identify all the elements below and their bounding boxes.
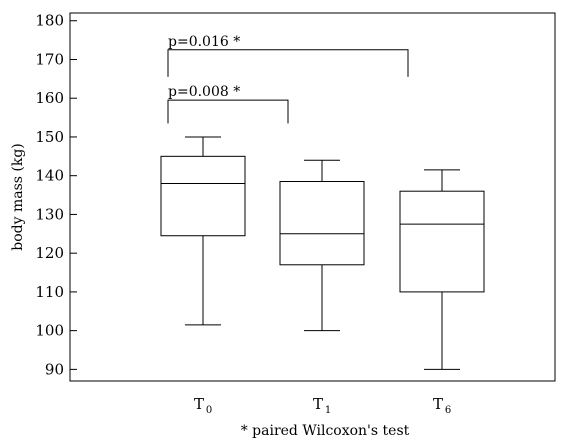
iqr-box-0	[160, 155, 246, 237]
y-axis: 90 100 110 120 130 140 150 160 170 180	[35, 12, 77, 378]
boxes	[160, 136, 485, 370]
footnote: * paired Wilcoxon's test	[241, 423, 410, 439]
y-tick-label-120: 120	[35, 244, 64, 262]
y-tick-label-160: 160	[35, 89, 64, 107]
y-tick-label-100: 100	[35, 322, 64, 340]
bracket-0: p=0.008 *	[167, 84, 289, 124]
category-sub-2: 6	[445, 405, 451, 416]
bracket-label-1: p=0.016 *	[168, 34, 240, 50]
box-1	[279, 159, 365, 332]
iqr-box-1	[279, 181, 365, 266]
y-axis-label: body mass (kg)	[10, 143, 26, 251]
y-tick-label-140: 140	[35, 167, 64, 185]
y-tick-label-110: 110	[35, 283, 64, 301]
bracket-1: p=0.016 *	[167, 34, 409, 77]
category-main-1: T	[313, 395, 323, 413]
plot-frame	[69, 12, 556, 382]
y-tick-label-170: 170	[35, 50, 64, 68]
significance-brackets: p=0.008 * p=0.016 *	[167, 34, 409, 124]
y-tick-label-150: 150	[35, 128, 64, 146]
box-0	[160, 136, 246, 326]
y-tick-label-180: 180	[35, 12, 64, 30]
box-2	[399, 169, 485, 370]
bracket-line-1	[167, 49, 409, 77]
category-main-0: T	[194, 395, 204, 413]
iqr-box-2	[399, 190, 485, 293]
category-main-2: T	[433, 395, 443, 413]
y-tick-label-90: 90	[45, 360, 64, 378]
bracket-label-0: p=0.008 *	[168, 84, 240, 100]
y-tick-label-130: 130	[35, 205, 64, 223]
category-sub-0: 0	[206, 405, 212, 416]
category-sub-1: 1	[325, 405, 331, 416]
bracket-line-0	[167, 99, 289, 124]
